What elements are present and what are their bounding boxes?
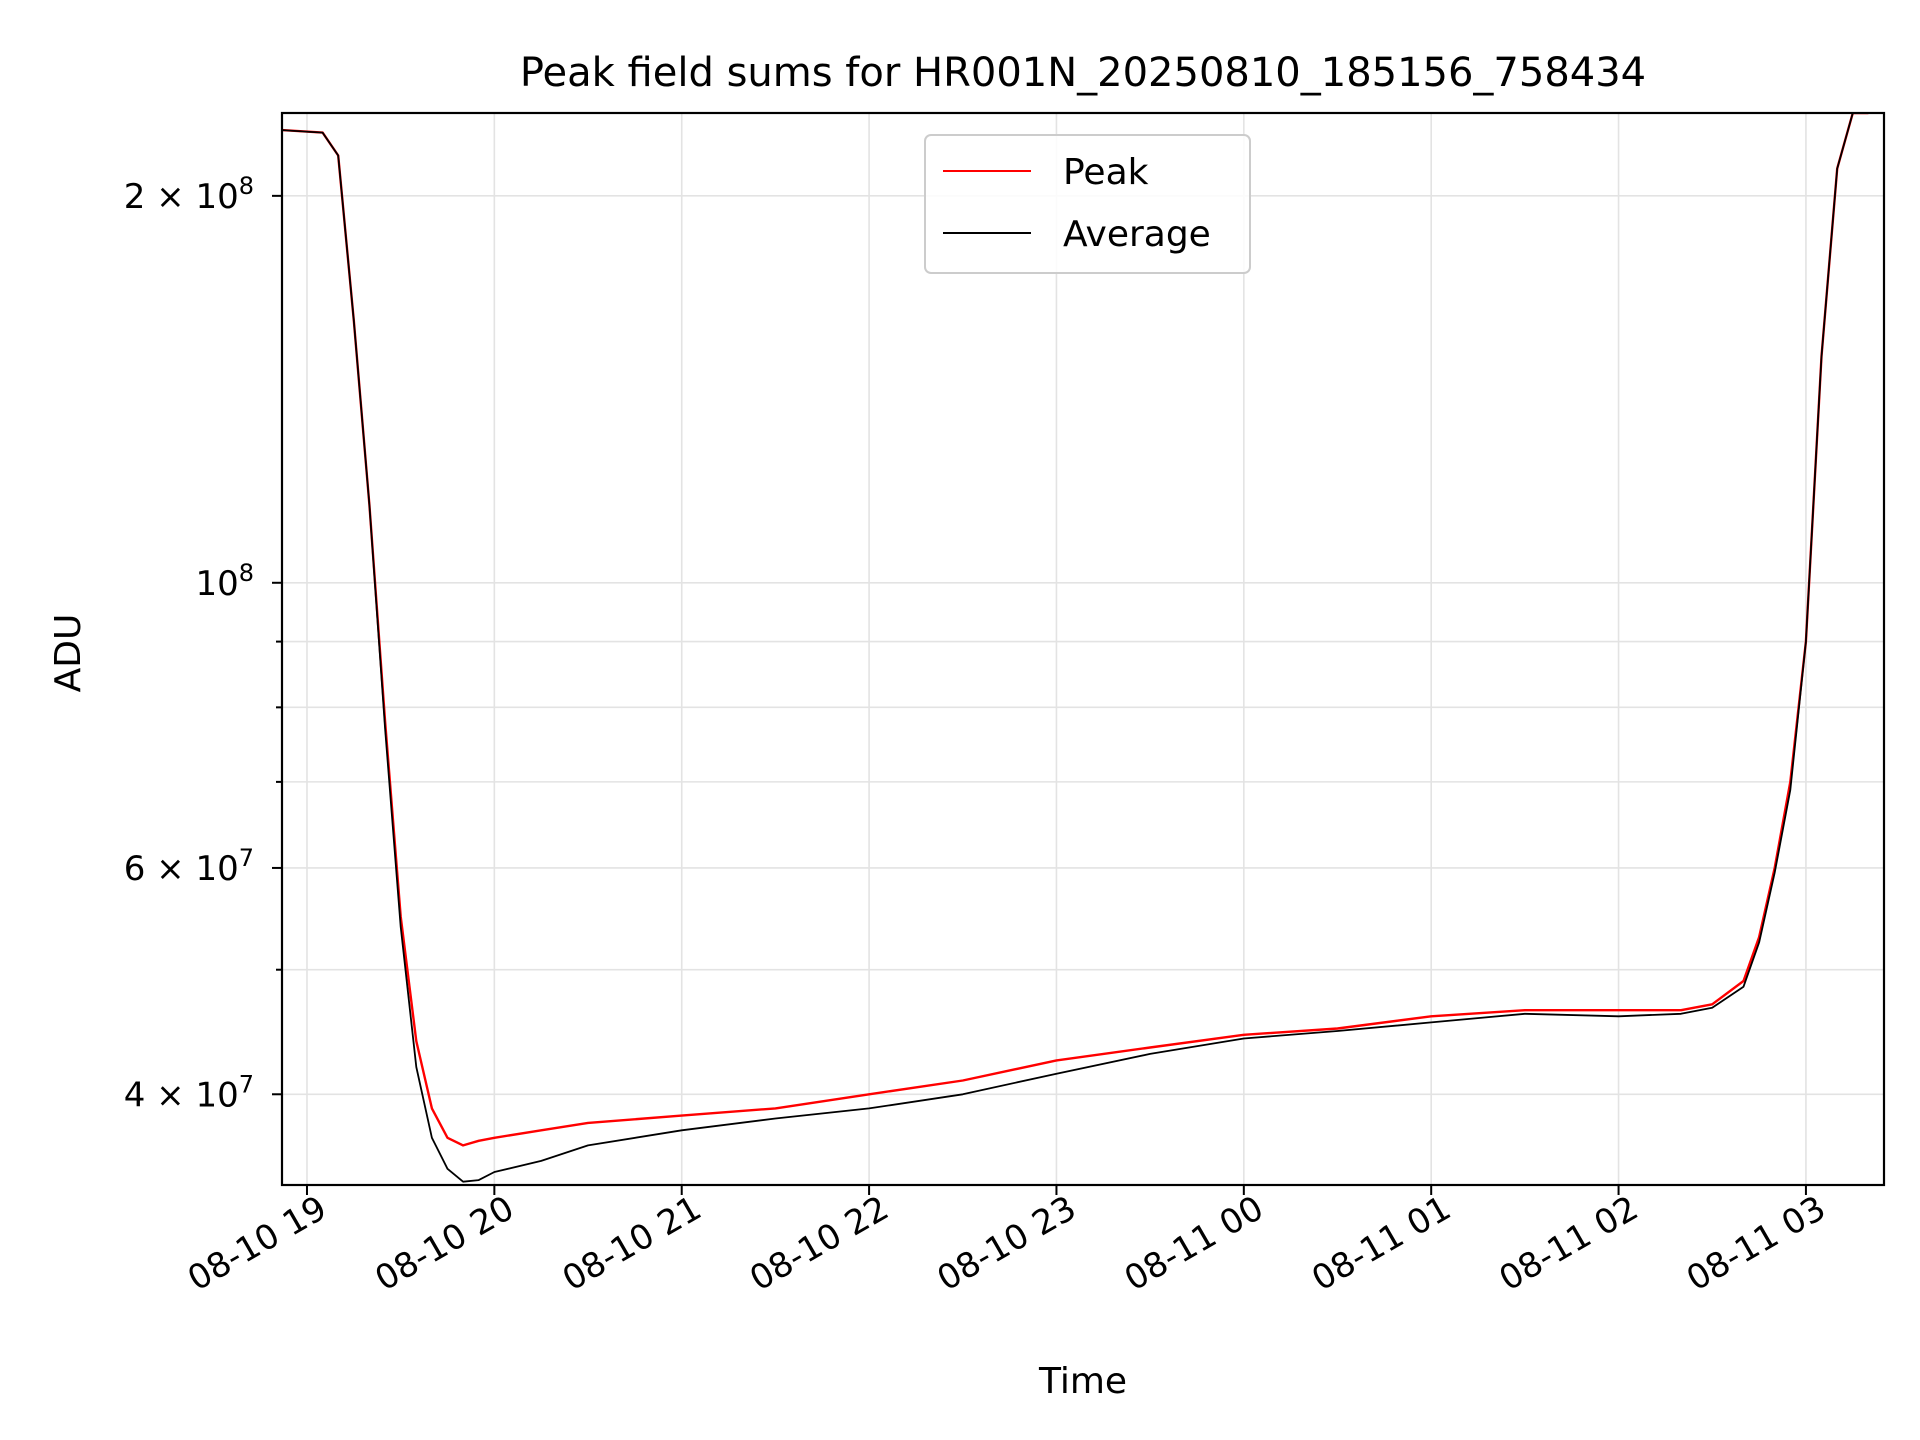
y-tick-label: 2 × 108 (124, 172, 254, 217)
y-tick-label: 4 × 107 (124, 1070, 254, 1115)
y-tick-base: 10 (195, 564, 238, 604)
y-axis-label: ADU (48, 614, 89, 693)
y-tick-label: 6 × 107 (124, 844, 254, 889)
y-tick-exponent: 8 (239, 559, 254, 587)
x-tick-label: 08-11 00 (1118, 1188, 1270, 1299)
y-tick-exponent: 8 (239, 172, 254, 200)
y-tick-base: 6 × 10 (124, 849, 239, 889)
x-tick-label: 08-10 23 (931, 1188, 1083, 1299)
x-tick-label: 08-10 19 (181, 1188, 333, 1299)
x-axis-label: Time (1038, 1361, 1127, 1402)
x-tick-label: 08-11 02 (1493, 1188, 1645, 1299)
legend: Peak Average (924, 134, 1251, 274)
legend-label: Peak (1063, 152, 1149, 193)
plot-frame (280, 111, 1886, 1187)
x-axis: 08-10 19 08-10 20 08-10 21 08-10 22 08-10 23… (181, 1185, 1832, 1299)
series-layer (282, 113, 1869, 1183)
y-tick-exponent: 7 (239, 1070, 254, 1098)
x-tick-label: 08-10 21 (556, 1188, 708, 1299)
legend-box (924, 134, 1251, 274)
x-tick-label: 08-10 22 (743, 1188, 895, 1299)
y-tick-exponent: 7 (239, 844, 254, 872)
x-tick-label: 08-11 03 (1680, 1188, 1832, 1299)
x-tick-label: 08-10 20 (368, 1188, 520, 1299)
series-line-average (282, 113, 1869, 1183)
y-tick-base: 2 × 10 (124, 177, 239, 217)
y-tick-base: 4 × 10 (124, 1075, 239, 1115)
legend-label: Average (1063, 214, 1211, 255)
chart-title: Peak field sums for HR001N_20250810_1851… (520, 50, 1646, 96)
y-tick-label: 108 (195, 559, 254, 604)
x-tick-label: 08-11 01 (1305, 1188, 1457, 1299)
